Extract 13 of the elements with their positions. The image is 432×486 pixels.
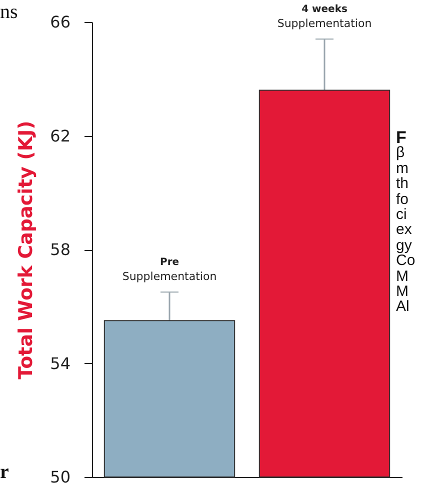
annotation: Supplementation (277, 17, 372, 30)
y-tick-label: 54 (50, 354, 70, 373)
x-tick-label: 4 weeks (302, 4, 348, 16)
y-axis-title: Total Work Capacity (KJ) (15, 120, 38, 380)
text: r (0, 461, 9, 483)
text: ns (0, 1, 18, 23)
annotation: Supplementation (122, 270, 217, 284)
y-tick-label: 62 (50, 126, 70, 146)
x-tick-label: Pre (160, 257, 180, 268)
y-tick-label: 66 (50, 12, 70, 32)
text: F β m th fo ci ex gy Co M M Al (396, 128, 416, 316)
y-tick-label: 50 (50, 468, 70, 486)
y-tick-label: 58 (50, 240, 70, 259)
